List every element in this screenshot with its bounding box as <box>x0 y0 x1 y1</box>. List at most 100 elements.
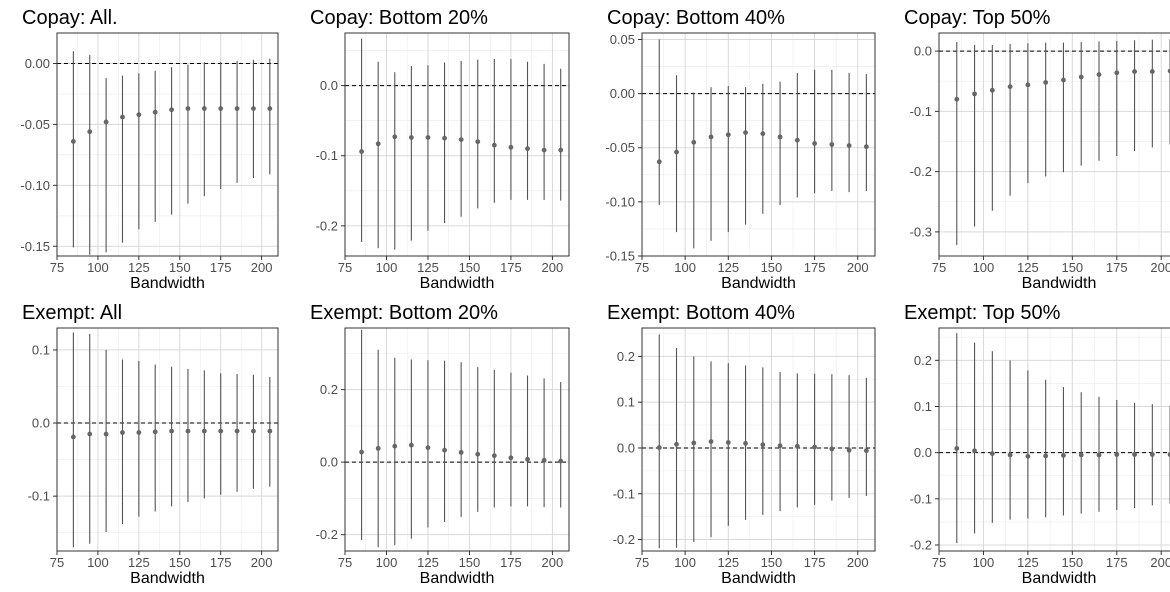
point-estimate <box>475 451 481 457</box>
x-tick-label: 125 <box>417 555 439 570</box>
panel-2: Copay: Bottom 20% 75 100 125 150 175 200 -0.2 -0… <box>310 7 570 292</box>
y-tick-label: 0.00 <box>610 86 635 101</box>
panel-title: Copay: Bottom 20% <box>310 7 488 29</box>
point-estimate <box>359 149 364 154</box>
x-tick-label: 100 <box>87 260 109 275</box>
x-tick-label: 100 <box>87 555 109 570</box>
x-tick-label: 150 <box>169 555 191 570</box>
panel-border <box>641 327 876 552</box>
panel-border <box>938 327 1170 552</box>
point-estimate <box>458 137 464 142</box>
point-estimate <box>234 106 240 111</box>
y-tick-label: -0.1 <box>910 491 932 506</box>
point-estimate <box>541 147 547 153</box>
point-estimate <box>1167 68 1170 74</box>
y-tick-label: -0.15 <box>605 249 635 264</box>
y-tick-label: 0.0 <box>320 78 338 93</box>
y-tick-label: -0.15 <box>20 239 50 254</box>
x-tick-label: 75 <box>338 260 352 275</box>
y-tick-label: 0.2 <box>617 349 635 364</box>
x-tick-label: 100 <box>376 555 398 570</box>
y-tick-label: 0.0 <box>320 455 338 470</box>
x-tick-label: 175 <box>804 555 826 570</box>
x-tick-label: 175 <box>804 260 826 275</box>
point-estimate <box>425 135 431 140</box>
point-estimate <box>829 446 835 452</box>
point-estimate <box>234 428 240 434</box>
point-estimate <box>863 448 869 454</box>
y-tick-label: 0.2 <box>914 353 932 368</box>
panel-title: Copay: Top 50% <box>904 7 1051 29</box>
x-tick-label: 200 <box>542 555 564 570</box>
panel-8: Exempt: Top 50% 75 100 125 150 175 200 -0.2 -0.1… <box>904 302 1170 587</box>
x-tick-label: 125 <box>128 555 150 570</box>
x-tick-label: 175 <box>500 555 522 570</box>
y-tick-label: -0.3 <box>910 224 932 239</box>
point-estimate <box>812 141 817 146</box>
x-tick-label: 100 <box>674 555 696 570</box>
point-estimate <box>1078 74 1084 80</box>
point-estimate <box>972 448 977 454</box>
panel-border <box>56 327 279 552</box>
x-tick-label: 75 <box>50 260 64 275</box>
x-tick-label: 75 <box>50 555 64 570</box>
point-estimate <box>777 443 783 449</box>
point-estimate <box>760 131 766 137</box>
panel-3: Copay: Bottom 40% 75 100 125 150 175 200 -0.15 -… <box>605 7 876 292</box>
x-tick-label: 100 <box>973 260 995 275</box>
point-estimate <box>954 96 960 102</box>
panel-6: Exempt: Bottom 20% 75 100 125 150 175 200 -0.2 0… <box>310 302 570 587</box>
x-tick-label: 125 <box>128 260 150 275</box>
point-estimate <box>70 434 76 440</box>
point-estimate <box>152 109 158 115</box>
point-estimate <box>743 440 748 446</box>
data-marks <box>70 51 273 255</box>
point-estimate <box>1114 452 1120 457</box>
y-tick-label: -0.2 <box>910 164 932 179</box>
x-tick-label: 75 <box>635 260 649 275</box>
point-estimate <box>152 429 158 435</box>
x-tick-label: 175 <box>1106 260 1128 275</box>
point-estimate <box>558 458 564 464</box>
point-estimate <box>375 141 381 147</box>
x-axis-title: Bandwidth <box>721 570 796 587</box>
x-tick-label: 100 <box>674 260 696 275</box>
point-estimate <box>760 442 766 448</box>
point-estimate <box>1043 80 1049 85</box>
point-estimate <box>442 135 447 141</box>
panel-title: Copay: All. <box>22 7 118 29</box>
x-tick-label: 100 <box>973 555 995 570</box>
point-estimate <box>1061 77 1066 83</box>
panel-5: Exempt: All 75 100 125 150 175 200 -0.1 0.0 0.1 Ba… <box>22 302 279 587</box>
point-estimate <box>218 428 224 434</box>
panel-7: Exempt: Bottom 40% 75 100 125 150 175 200 -0.2 -… <box>607 302 876 587</box>
x-tick-label: 125 <box>717 555 739 570</box>
point-estimate <box>1114 70 1120 76</box>
x-tick-label: 75 <box>932 260 946 275</box>
y-tick-label: 0.0 <box>914 445 932 460</box>
point-estimate <box>989 87 995 93</box>
point-estimate <box>708 439 714 444</box>
x-tick-label: 200 <box>251 555 273 570</box>
point-estimate <box>458 449 464 455</box>
y-tick-label: -0.10 <box>20 178 50 193</box>
x-tick-label: 75 <box>338 555 352 570</box>
plot-background <box>939 33 1170 256</box>
data-marks <box>656 39 869 249</box>
y-tick-label: -0.2 <box>316 527 338 542</box>
x-tick-label: 125 <box>417 260 439 275</box>
x-axis-title: Bandwidth <box>420 570 495 587</box>
point-estimate <box>1096 452 1102 458</box>
y-tick-label: -0.2 <box>910 537 932 552</box>
point-estimate <box>392 134 398 140</box>
x-tick-label: 175 <box>500 260 522 275</box>
point-estimate <box>525 456 530 462</box>
point-estimate <box>846 447 852 453</box>
point-estimate <box>251 428 256 434</box>
x-tick-label: 200 <box>847 555 869 570</box>
point-estimate <box>954 446 960 451</box>
point-estimate <box>691 139 697 145</box>
x-axis-title: Bandwidth <box>130 570 205 587</box>
x-tick-label: 125 <box>1017 555 1039 570</box>
point-estimate <box>169 428 174 434</box>
